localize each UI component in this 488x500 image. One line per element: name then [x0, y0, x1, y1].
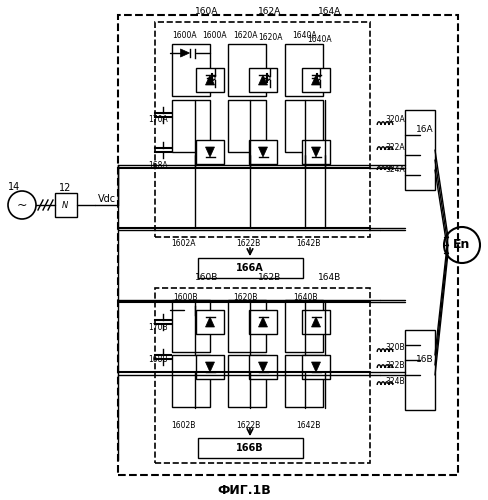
Text: 16B: 16B: [415, 356, 433, 364]
Bar: [198, 438, 303, 458]
Text: Vdc: Vdc: [98, 194, 116, 204]
Text: 322B: 322B: [385, 360, 404, 370]
Text: 1602B: 1602B: [170, 420, 195, 430]
Polygon shape: [258, 362, 267, 372]
Bar: [196, 355, 224, 379]
Text: 160A: 160A: [195, 8, 218, 16]
Bar: [196, 310, 224, 334]
Polygon shape: [311, 75, 320, 85]
Text: 324A: 324A: [385, 166, 404, 174]
Bar: [155, 22, 369, 237]
Bar: [55, 193, 77, 217]
Text: 166A: 166A: [236, 263, 264, 273]
Text: 160B: 160B: [195, 274, 218, 282]
Text: N: N: [62, 200, 68, 209]
Bar: [248, 140, 276, 164]
Polygon shape: [184, 306, 195, 314]
Polygon shape: [258, 147, 267, 157]
Bar: [196, 140, 224, 164]
Polygon shape: [258, 75, 267, 85]
Bar: [404, 330, 434, 410]
Polygon shape: [311, 147, 320, 157]
Text: 1620B: 1620B: [232, 294, 257, 302]
Polygon shape: [180, 49, 189, 57]
Text: 320B: 320B: [385, 344, 404, 352]
Bar: [302, 140, 329, 164]
Text: 166B: 166B: [236, 443, 263, 453]
Polygon shape: [205, 317, 214, 327]
Text: 170B: 170B: [148, 324, 167, 332]
Bar: [227, 100, 265, 152]
Text: En: En: [452, 238, 470, 252]
Bar: [285, 100, 323, 152]
Bar: [227, 300, 265, 352]
Text: ФИГ.1В: ФИГ.1В: [217, 484, 270, 496]
Bar: [285, 300, 323, 352]
Text: 168B: 168B: [148, 356, 167, 364]
Text: 322A: 322A: [385, 144, 404, 152]
Text: 1640A: 1640A: [307, 34, 332, 43]
Bar: [227, 355, 265, 407]
Text: 164A: 164A: [318, 8, 341, 16]
Text: 1600A: 1600A: [202, 30, 227, 40]
Text: 162B: 162B: [258, 274, 281, 282]
Text: 1642B: 1642B: [295, 238, 320, 248]
Bar: [285, 44, 323, 96]
Bar: [172, 44, 209, 96]
Bar: [172, 355, 209, 407]
Text: ~: ~: [17, 198, 27, 211]
Bar: [172, 300, 209, 352]
Text: 1622B: 1622B: [235, 238, 260, 248]
Text: 1600B: 1600B: [172, 294, 197, 302]
Bar: [248, 310, 276, 334]
Polygon shape: [311, 362, 320, 372]
Text: 14: 14: [8, 182, 20, 192]
Text: 1640B: 1640B: [292, 294, 317, 302]
Text: 170A: 170A: [148, 116, 167, 124]
Bar: [285, 355, 323, 407]
Polygon shape: [184, 48, 195, 58]
Text: 324B: 324B: [385, 378, 404, 386]
Text: 1622B: 1622B: [235, 420, 260, 430]
Polygon shape: [311, 317, 320, 327]
Bar: [404, 110, 434, 190]
Bar: [302, 310, 329, 334]
Text: 12: 12: [59, 183, 71, 193]
Text: 164B: 164B: [318, 274, 341, 282]
Text: 162A: 162A: [258, 8, 281, 16]
Polygon shape: [205, 362, 214, 372]
Text: 1620A: 1620A: [232, 30, 257, 40]
Bar: [302, 68, 329, 92]
Bar: [172, 100, 209, 152]
Text: 1620A: 1620A: [257, 32, 282, 42]
Text: 1640A: 1640A: [292, 30, 317, 40]
Text: 168A: 168A: [148, 160, 167, 170]
Bar: [155, 288, 369, 463]
Text: 1642B: 1642B: [295, 420, 320, 430]
Polygon shape: [205, 147, 214, 157]
Polygon shape: [205, 75, 214, 85]
Text: 1600A: 1600A: [172, 30, 197, 40]
Bar: [302, 355, 329, 379]
Bar: [198, 258, 303, 278]
Bar: [118, 15, 457, 475]
Bar: [248, 355, 276, 379]
Bar: [248, 68, 276, 92]
Bar: [196, 68, 224, 92]
Polygon shape: [258, 317, 267, 327]
Bar: [227, 44, 265, 96]
Text: 1602A: 1602A: [170, 238, 195, 248]
Text: 16A: 16A: [415, 126, 433, 134]
Text: 320A: 320A: [385, 116, 404, 124]
